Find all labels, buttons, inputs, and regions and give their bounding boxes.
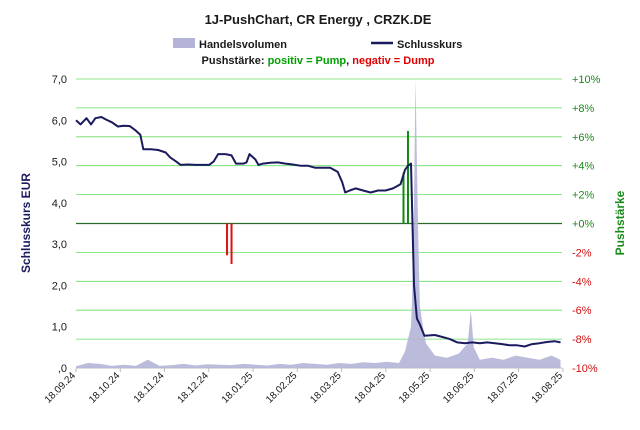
y2-tick-label: +0% (572, 219, 595, 231)
y2-tick-label: +6% (572, 132, 595, 144)
y2-tick-label: -2% (572, 247, 592, 259)
y2-axis-label: Pushstärke (613, 190, 627, 255)
x-tick-label: 18.02.25 (264, 370, 300, 406)
price-line (75, 116, 561, 348)
price-line-path (75, 116, 561, 348)
legend-volume-label: Handelsvolumen (199, 39, 287, 51)
y2-tick-label: +2% (572, 190, 595, 202)
chart-title: 1J-PushChart, CR Energy , CRZK.DE (205, 12, 432, 27)
y2-tick-label: -10% (572, 363, 598, 375)
x-tick-label: 18.11.24 (132, 370, 167, 405)
subtitle-positive: positiv = Pump (268, 55, 347, 67)
y-tick-label: ,0 (58, 363, 67, 375)
y-tick-label: 4,0 (52, 198, 67, 210)
gridlines (76, 78, 562, 369)
legend-close-label: Schlusskurs (397, 39, 462, 51)
x-tick-label: 18.06.25 (441, 370, 477, 406)
legend: Handelsvolumen Schlusskurs (173, 38, 462, 51)
x-tick-label: 18.04.25 (353, 370, 389, 406)
y-tick-label: 5,0 (52, 157, 67, 169)
x-tick-label: 18.07.25 (485, 370, 521, 406)
y2-tick-label: -6% (572, 305, 592, 317)
y2-tick-label: +4% (572, 161, 595, 173)
y-tick-label: 1,0 (52, 322, 67, 334)
x-tick-label: 18.12.24 (176, 370, 212, 406)
x-tick-label: 18.10.24 (87, 370, 123, 406)
x-tick-label: 18.05.25 (397, 370, 433, 406)
legend-volume-swatch (173, 38, 195, 48)
y2-tick-label: +10% (572, 74, 601, 86)
subtitle-prefix: Pushstärke: (202, 55, 268, 67)
y2-axis-ticks: +10% +8% +6% +4% +2% +0% -2% -4% -6% -8% -10% (572, 74, 601, 375)
pushstaerke-subtitle: Pushstärke: positiv = Pump, negativ = Du… (202, 55, 435, 67)
y-axis-label: Schlusskurs EUR (19, 173, 33, 273)
x-tick-label: 18.08.25 (530, 370, 566, 406)
subtitle-sep: , (346, 55, 352, 67)
x-tick-label: 18.03.25 (308, 370, 344, 406)
push-bars (226, 131, 409, 264)
subtitle-negative: negativ = Dump (352, 55, 434, 67)
y-axis-ticks: 7,0 6,0 5,0 4,0 3,0 2,0 1,0 ,0 (52, 74, 67, 375)
x-tick-label: 18.09.24 (43, 370, 79, 406)
y2-tick-label: +8% (572, 103, 595, 115)
y2-tick-label: -8% (572, 334, 592, 346)
x-axis-ticks: 18.09.24 18.10.24 18.11.24 18.12.24 18.01.25… (43, 368, 566, 406)
y-tick-label: 3,0 (52, 239, 67, 251)
y-tick-label: 7,0 (52, 74, 67, 86)
y-tick-label: 6,0 (52, 115, 67, 127)
y-tick-label: 2,0 (52, 280, 67, 292)
x-tick-label: 18.01.25 (220, 370, 256, 406)
y2-tick-label: -4% (572, 276, 592, 288)
